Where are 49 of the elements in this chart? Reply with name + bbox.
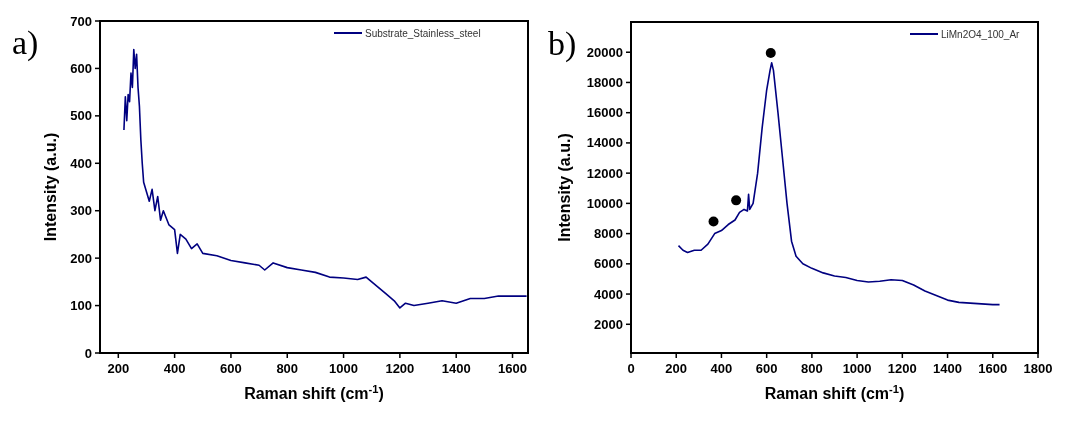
y-tick-label: 700 <box>70 13 92 29</box>
y-axis-title: Intensity (a.u.) <box>556 133 573 242</box>
y-tick-label: 14000 <box>586 135 623 151</box>
x-tick-label: 1600 <box>978 361 1008 376</box>
y-tick-label: 500 <box>70 108 92 124</box>
x-tick-label: 800 <box>276 361 299 376</box>
x-tick-label: 200 <box>107 361 130 376</box>
y-tick-label: 100 <box>70 298 92 314</box>
y-tick-label: 8000 <box>594 226 623 242</box>
y-tick-label: 4000 <box>594 286 623 302</box>
x-tick-label: 1800 <box>1023 361 1053 376</box>
x-tick-label: 0 <box>627 361 635 376</box>
y-tick-label: 400 <box>70 155 92 171</box>
y-axis-title: Intensity (a.u.) <box>42 132 59 242</box>
x-tick-label: 1400 <box>441 361 471 376</box>
line-series <box>123 48 528 309</box>
line-series <box>677 62 1001 306</box>
x-tick-label: 1400 <box>933 361 963 376</box>
y-tick-label: 12000 <box>586 165 623 181</box>
x-tick-label: 1000 <box>842 361 872 376</box>
y-tick-label: 6000 <box>594 256 623 272</box>
x-tick-label: 1200 <box>887 361 917 376</box>
x-axis-title: Raman shift (cm$^{-1}$) <box>764 383 905 402</box>
chart-title: b) <box>548 25 577 63</box>
x-tick-label: 400 <box>163 361 186 376</box>
x-axis-title: Raman shift (cm$^{-1}$) <box>244 383 384 402</box>
x-tick-label: 800 <box>801 361 823 376</box>
y-tick-label: 10000 <box>586 195 623 211</box>
x-tick-label: 600 <box>755 361 778 376</box>
y-tick-label: 16000 <box>586 105 623 121</box>
point <box>731 195 742 206</box>
y-tick-label: 600 <box>70 60 92 76</box>
y-tick-label: 300 <box>70 203 92 219</box>
legend-label: Substrate_Stainless_steel <box>365 28 481 39</box>
y-tick-label: 200 <box>70 250 92 266</box>
y-tick-label: 20000 <box>586 44 623 60</box>
y-tick-label: 2000 <box>594 316 623 332</box>
x-tick-label: 400 <box>710 361 733 376</box>
x-tick-label: 1200 <box>385 361 415 376</box>
x-tick-label: 600 <box>220 361 242 376</box>
legend-label: LiMn2O4_100_Ar <box>941 29 1021 40</box>
y-tick-label: 0 <box>84 345 92 361</box>
y-tick-label: 18000 <box>586 74 623 90</box>
x-tick-label: 200 <box>665 361 688 376</box>
x-tick-label: 1000 <box>329 361 359 376</box>
point <box>765 47 776 58</box>
x-tick-label: 1600 <box>498 361 527 376</box>
chart-title: a) <box>12 24 39 62</box>
point <box>708 216 719 227</box>
